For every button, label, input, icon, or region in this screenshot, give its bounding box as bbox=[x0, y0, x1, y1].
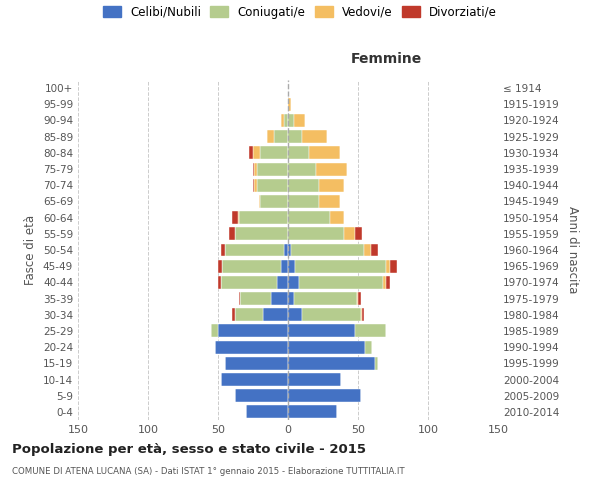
Bar bbox=[260, 146, 288, 160]
Bar bbox=[288, 162, 316, 175]
Bar bbox=[330, 211, 344, 224]
Bar bbox=[253, 179, 254, 192]
Bar bbox=[309, 146, 340, 160]
Bar bbox=[284, 114, 288, 127]
Bar bbox=[218, 260, 222, 272]
Bar bbox=[364, 244, 371, 256]
Bar bbox=[232, 211, 238, 224]
Bar bbox=[355, 228, 362, 240]
Bar bbox=[288, 146, 309, 160]
Bar bbox=[358, 292, 361, 305]
Bar bbox=[319, 179, 344, 192]
Bar bbox=[288, 276, 299, 289]
Bar bbox=[221, 276, 277, 289]
Bar bbox=[288, 114, 293, 127]
Text: Femmine: Femmine bbox=[351, 52, 422, 66]
Bar bbox=[221, 373, 288, 386]
Text: COMUNE DI ATENA LUCANA (SA) - Dati ISTAT 1° gennaio 2015 - Elaborazione TUTTITAL: COMUNE DI ATENA LUCANA (SA) - Dati ISTAT… bbox=[12, 468, 404, 476]
Bar bbox=[375, 357, 377, 370]
Bar bbox=[238, 211, 239, 224]
Bar bbox=[344, 228, 355, 240]
Bar bbox=[218, 276, 221, 289]
Bar bbox=[288, 324, 355, 338]
Legend: Celibi/Nubili, Coniugati/e, Vedovi/e, Divorziati/e: Celibi/Nubili, Coniugati/e, Vedovi/e, Di… bbox=[98, 1, 502, 24]
Bar bbox=[293, 292, 356, 305]
Bar bbox=[288, 308, 302, 321]
Bar bbox=[259, 195, 260, 208]
Bar bbox=[225, 357, 288, 370]
Bar bbox=[288, 406, 337, 418]
Bar bbox=[249, 146, 253, 160]
Bar bbox=[293, 114, 305, 127]
Bar bbox=[362, 308, 364, 321]
Bar bbox=[288, 244, 291, 256]
Bar bbox=[235, 308, 263, 321]
Bar bbox=[260, 195, 288, 208]
Bar bbox=[302, 308, 361, 321]
Bar bbox=[241, 292, 271, 305]
Bar bbox=[277, 276, 288, 289]
Bar bbox=[257, 162, 288, 175]
Bar bbox=[299, 276, 383, 289]
Bar bbox=[365, 340, 372, 353]
Bar bbox=[253, 146, 260, 160]
Bar bbox=[291, 244, 364, 256]
Bar bbox=[229, 228, 235, 240]
Bar bbox=[386, 276, 390, 289]
Bar bbox=[281, 114, 284, 127]
Bar bbox=[246, 406, 288, 418]
Bar bbox=[281, 260, 288, 272]
Bar bbox=[263, 308, 288, 321]
Bar bbox=[356, 292, 358, 305]
Bar bbox=[355, 324, 386, 338]
Bar bbox=[254, 162, 257, 175]
Bar bbox=[215, 340, 288, 353]
Bar bbox=[288, 130, 302, 143]
Bar bbox=[295, 260, 386, 272]
Bar bbox=[221, 244, 225, 256]
Bar bbox=[288, 260, 295, 272]
Bar bbox=[319, 195, 340, 208]
Bar bbox=[288, 340, 365, 353]
Bar bbox=[316, 162, 347, 175]
Bar bbox=[383, 276, 386, 289]
Bar bbox=[235, 389, 288, 402]
Bar bbox=[225, 244, 284, 256]
Bar bbox=[361, 308, 362, 321]
Y-axis label: Fasce di età: Fasce di età bbox=[25, 215, 37, 285]
Bar bbox=[239, 292, 241, 305]
Bar bbox=[371, 244, 377, 256]
Y-axis label: Anni di nascita: Anni di nascita bbox=[566, 206, 579, 294]
Bar bbox=[218, 324, 288, 338]
Bar bbox=[288, 228, 344, 240]
Bar bbox=[288, 211, 330, 224]
Bar bbox=[253, 162, 254, 175]
Bar bbox=[288, 179, 319, 192]
Bar bbox=[288, 195, 319, 208]
Bar bbox=[288, 373, 341, 386]
Bar bbox=[302, 130, 327, 143]
Bar bbox=[288, 357, 375, 370]
Bar bbox=[222, 260, 281, 272]
Bar bbox=[267, 130, 274, 143]
Bar bbox=[288, 292, 293, 305]
Bar bbox=[235, 228, 288, 240]
Bar bbox=[288, 98, 291, 111]
Bar bbox=[254, 179, 257, 192]
Bar bbox=[390, 260, 397, 272]
Bar bbox=[284, 244, 288, 256]
Bar bbox=[211, 324, 218, 338]
Bar bbox=[271, 292, 288, 305]
Bar bbox=[386, 260, 390, 272]
Bar bbox=[274, 130, 288, 143]
Bar bbox=[288, 389, 361, 402]
Text: Popolazione per età, sesso e stato civile - 2015: Popolazione per età, sesso e stato civil… bbox=[12, 442, 366, 456]
Bar bbox=[239, 211, 288, 224]
Bar bbox=[232, 308, 235, 321]
Bar bbox=[257, 179, 288, 192]
